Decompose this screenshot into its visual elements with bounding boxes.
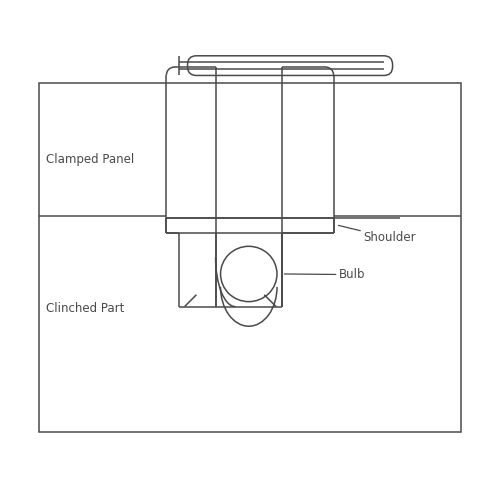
Text: Bulb: Bulb	[284, 268, 365, 281]
Text: Shoulder: Shoulder	[338, 226, 415, 244]
Text: Clamped Panel: Clamped Panel	[46, 152, 134, 166]
Text: Clinched Part: Clinched Part	[46, 302, 124, 316]
Bar	[38, 83, 462, 432]
